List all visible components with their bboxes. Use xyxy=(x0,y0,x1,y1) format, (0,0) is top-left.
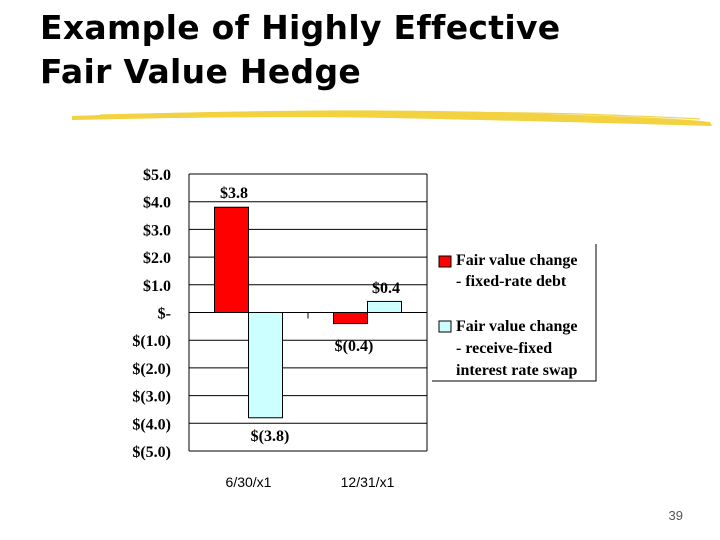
legend-entry-text: interest rate swap xyxy=(456,362,578,379)
slide-title-line-1: Example of Highly Effective xyxy=(40,8,561,47)
x-axis-category-labels: 6/30/x1 12/31/x1 xyxy=(226,474,395,490)
legend-frame xyxy=(432,244,597,382)
page-number: 39 xyxy=(668,508,683,523)
legend-entry-text: - fixed-rate debt xyxy=(456,273,567,290)
chart-data-labels: $3.8 $(0.4) $(3.8) $0.4 xyxy=(220,185,400,445)
y-tick-label: $4.0 xyxy=(143,195,171,212)
y-tick-label: $(4.0) xyxy=(132,416,171,433)
y-tick-label: $- xyxy=(158,306,171,323)
y-tick-label: $3.0 xyxy=(143,222,171,239)
slide-title-line-2: Fair Value Hedge xyxy=(40,52,362,91)
y-tick-label: $1.0 xyxy=(143,278,171,295)
legend-swatch-debt xyxy=(438,255,452,268)
legend-entry-text: Fair value change xyxy=(456,252,577,269)
title-underline-brush-stroke xyxy=(72,110,712,126)
data-label: $(3.8) xyxy=(251,428,290,445)
data-label: $(0.4) xyxy=(335,338,374,355)
bar-swap-1 xyxy=(248,312,283,419)
y-tick-label: $(2.0) xyxy=(132,361,171,378)
y-tick-label: $(3.0) xyxy=(132,389,171,406)
y-tick-label: $5.0 xyxy=(143,167,171,184)
data-label: $3.8 xyxy=(220,185,248,202)
bar-swap-2 xyxy=(367,300,402,314)
bar-debt-2 xyxy=(333,312,368,325)
legend-swatch-swap xyxy=(438,320,452,333)
legend-entry-text: - receive-fixed xyxy=(456,340,552,357)
slide-title: Example of Highly Effective Fair Value H… xyxy=(40,6,560,94)
chart-axes xyxy=(188,174,428,451)
bar-debt-1 xyxy=(214,206,249,314)
legend-entry-text: Fair value change xyxy=(456,318,577,335)
chart-legend: Fair value change - fixed-rate debt Fair v… xyxy=(432,244,597,382)
data-label: $0.4 xyxy=(372,280,400,297)
x-category-label: 6/30/x1 xyxy=(226,474,272,490)
y-tick-label: $2.0 xyxy=(143,250,171,267)
x-category-label: 12/31/x1 xyxy=(341,474,395,490)
y-tick-label: $(1.0) xyxy=(132,333,171,350)
y-tick-label: $(5.0) xyxy=(132,444,171,461)
y-axis-tick-labels: $5.0 $4.0 $3.0 $2.0 $1.0 $- $(1.0) $(2.0) $(3.0)… xyxy=(132,167,171,461)
